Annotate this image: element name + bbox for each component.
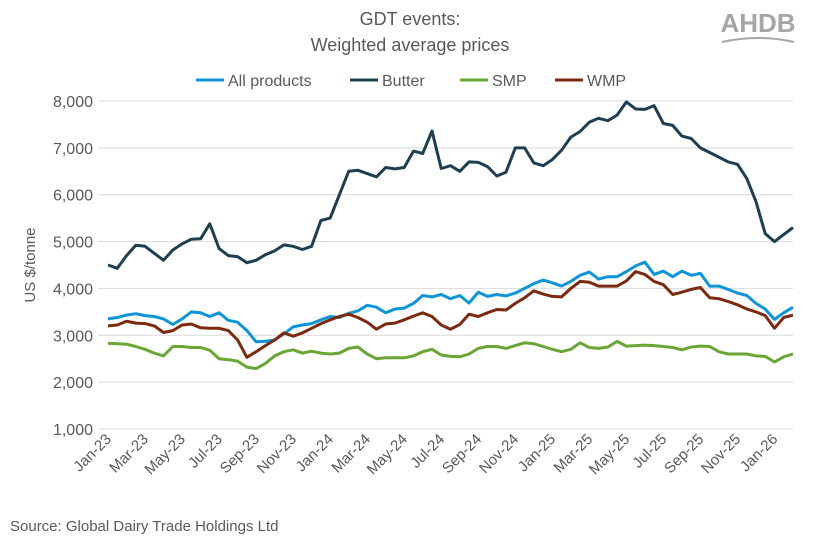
y-tick-label: 1,000: [53, 422, 93, 439]
x-tick-label: May-25: [586, 431, 633, 478]
legend-label: WMP: [587, 73, 626, 90]
legend-item: Butter: [350, 73, 425, 90]
series-line-smp: [107, 339, 794, 371]
x-tick-label: Sep-25: [661, 431, 707, 477]
x-tick-label: May-23: [141, 431, 188, 478]
x-tick-label: Nov-23: [254, 431, 300, 477]
legend-label: SMP: [492, 73, 527, 90]
logo-text: AHDB: [720, 8, 795, 38]
x-axis-ticks: Jan-23Mar-23May-23Jul-23Sep-23Nov-23Jan-…: [70, 431, 781, 478]
legend-item: WMP: [555, 73, 626, 90]
y-tick-label: 8,000: [53, 94, 93, 111]
y-tick-label: 2,000: [53, 375, 93, 392]
series-line-all-products: [107, 260, 794, 344]
y-tick-label: 4,000: [53, 281, 93, 298]
series-line-butter: [107, 100, 794, 270]
x-tick-label: Sep-24: [439, 431, 485, 477]
source-note: Source: Global Dairy Trade Holdings Ltd: [10, 518, 278, 535]
x-tick-label: Jan-25: [515, 431, 559, 475]
series-lines: [107, 100, 794, 371]
legend-label: Butter: [382, 73, 425, 90]
legend-item: All products: [196, 73, 312, 90]
x-tick-label: May-24: [364, 431, 411, 478]
legend-label: All products: [228, 73, 312, 90]
legend-item: SMP: [460, 73, 527, 90]
x-tick-label: Jan-26: [737, 431, 781, 475]
y-tick-label: 6,000: [53, 188, 93, 205]
y-axis-ticks: 1,000 2,000 3,000 4,000 5,000 6,000 7,000 8,000: [53, 94, 93, 439]
logo-swoosh: [721, 37, 795, 43]
x-tick-label: Jan-24: [293, 431, 337, 475]
x-tick-label: Sep-23: [217, 431, 263, 477]
y-tick-label: 3,000: [53, 328, 93, 345]
x-tick-label: Nov-24: [476, 431, 522, 477]
x-tick-label: Nov-25: [698, 431, 744, 477]
ahdb-logo: AHDB: [720, 8, 796, 43]
legend: All products Butter SMP WMP: [196, 73, 626, 90]
y-tick-label: 5,000: [53, 235, 93, 252]
chart-title-line-2: Weighted average prices: [311, 35, 510, 55]
y-tick-label: 7,000: [53, 141, 93, 158]
grid: [98, 100, 793, 430]
chart-title-line-1: GDT events:: [360, 9, 461, 29]
series-line-wmp: [107, 270, 794, 359]
y-axis-label: US $/tonne: [22, 227, 39, 302]
